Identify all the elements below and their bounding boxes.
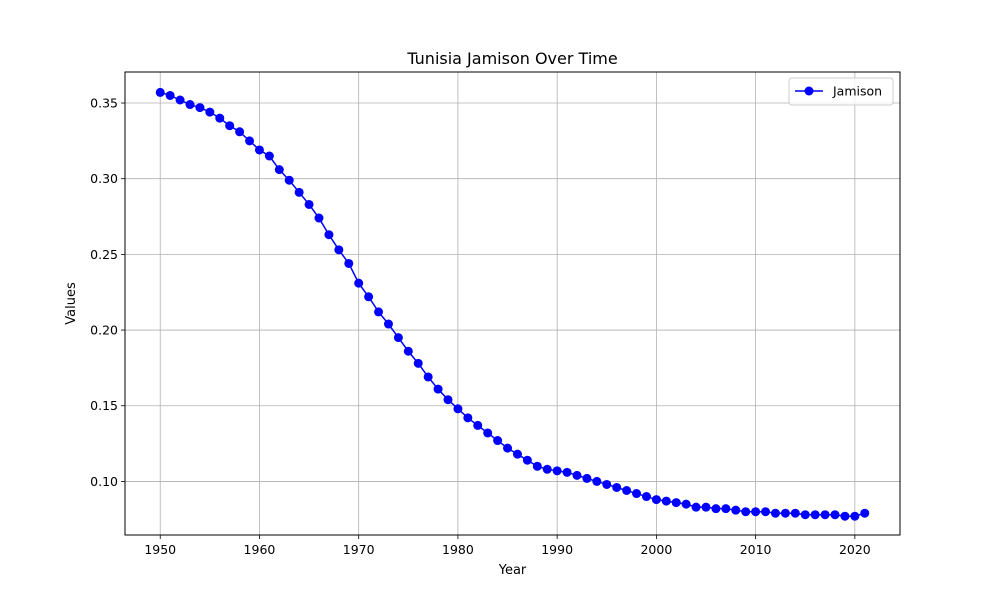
data-point: [741, 507, 751, 517]
grid-lines: [125, 72, 900, 535]
data-point: [582, 473, 592, 483]
data-point: [552, 466, 562, 476]
data-point: [512, 449, 522, 459]
data-point: [185, 100, 195, 110]
x-axis-title: Year: [498, 563, 527, 578]
plot-area-frame: [124, 71, 901, 536]
x-tick-label: 2020: [839, 542, 871, 557]
data-point: [493, 436, 503, 446]
data-point: [453, 404, 463, 414]
data-point: [374, 307, 384, 317]
data-point: [473, 420, 483, 430]
data-point: [195, 103, 205, 113]
data-point: [830, 510, 840, 520]
data-point: [572, 470, 582, 480]
x-tick-label: 2010: [740, 542, 772, 557]
y-tick-label: 0.15: [90, 398, 118, 413]
data-point: [443, 395, 453, 405]
legend-label: Jamison: [832, 84, 882, 99]
y-tick-label: 0.35: [90, 96, 118, 111]
x-tick-label: 1990: [541, 542, 573, 557]
y-tick-label: 0.20: [90, 323, 118, 338]
data-point: [820, 510, 830, 520]
data-point: [324, 230, 334, 240]
data-point: [641, 492, 651, 502]
data-point: [364, 292, 374, 302]
data-point: [264, 151, 274, 161]
data-point: [503, 443, 513, 453]
data-point: [562, 467, 572, 477]
data-point: [810, 510, 820, 520]
data-point: [632, 489, 642, 499]
data-point: [840, 511, 850, 521]
data-point: [215, 113, 225, 123]
data-point: [651, 495, 661, 505]
data-point: [761, 507, 771, 517]
data-point: [691, 502, 701, 512]
data-point: [592, 476, 602, 486]
data-point: [413, 358, 423, 368]
data-point: [800, 510, 810, 520]
data-point: [383, 319, 393, 329]
data-point: [334, 245, 344, 255]
data-point: [155, 87, 165, 97]
data-point: [284, 175, 294, 185]
x-tick-label: 1980: [442, 542, 474, 557]
data-point: [721, 504, 731, 514]
data-point: [274, 165, 284, 175]
data-point: [235, 127, 245, 137]
x-tick-label: 1960: [244, 542, 276, 557]
data-point: [790, 508, 800, 518]
data-point: [304, 199, 314, 209]
data-point: [850, 511, 860, 521]
y-tick-label: 0.25: [90, 247, 118, 262]
y-tick-label: 0.30: [90, 171, 118, 186]
data-point: [612, 482, 622, 492]
data-point: [354, 278, 364, 288]
data-point: [542, 464, 552, 474]
data-point: [860, 508, 870, 518]
data-point: [344, 258, 354, 268]
data-point: [751, 507, 761, 517]
data-point: [701, 502, 711, 512]
data-point: [780, 508, 790, 518]
y-axis-title: Values: [64, 282, 79, 325]
data-point: [254, 145, 264, 155]
data-point: [522, 455, 532, 465]
data-point: [463, 413, 473, 423]
x-tick-label: 1970: [343, 542, 375, 557]
series-layer: [155, 87, 870, 521]
data-point: [770, 508, 780, 518]
data-point: [622, 486, 632, 495]
x-tick-label: 2000: [640, 542, 672, 557]
data-point: [314, 213, 324, 223]
data-point: [483, 428, 493, 438]
data-point: [602, 479, 612, 489]
legend-marker: [804, 86, 814, 96]
data-point: [731, 505, 741, 515]
data-point: [165, 90, 175, 100]
data-point: [671, 498, 681, 508]
data-point: [245, 136, 255, 146]
legend: Jamison: [788, 77, 894, 106]
data-point: [403, 346, 413, 356]
data-point: [175, 95, 185, 105]
y-tick-label: 0.10: [90, 474, 118, 489]
chart-title: Tunisia Jamison Over Time: [406, 49, 617, 68]
data-point: [433, 384, 443, 394]
data-point: [393, 333, 403, 343]
data-point: [711, 504, 721, 514]
axis-ticks: 1950 1960 1970 1980 1990 2000 2010 2020 0.10 0.15…: [90, 96, 871, 557]
data-point: [225, 121, 235, 131]
data-point: [423, 372, 433, 382]
data-point: [205, 107, 215, 117]
data-point: [532, 461, 542, 471]
data-point: [661, 496, 671, 506]
data-point: [681, 499, 691, 509]
data-point: [294, 187, 304, 197]
legend-box: [788, 77, 894, 106]
x-tick-label: 1950: [144, 542, 176, 557]
